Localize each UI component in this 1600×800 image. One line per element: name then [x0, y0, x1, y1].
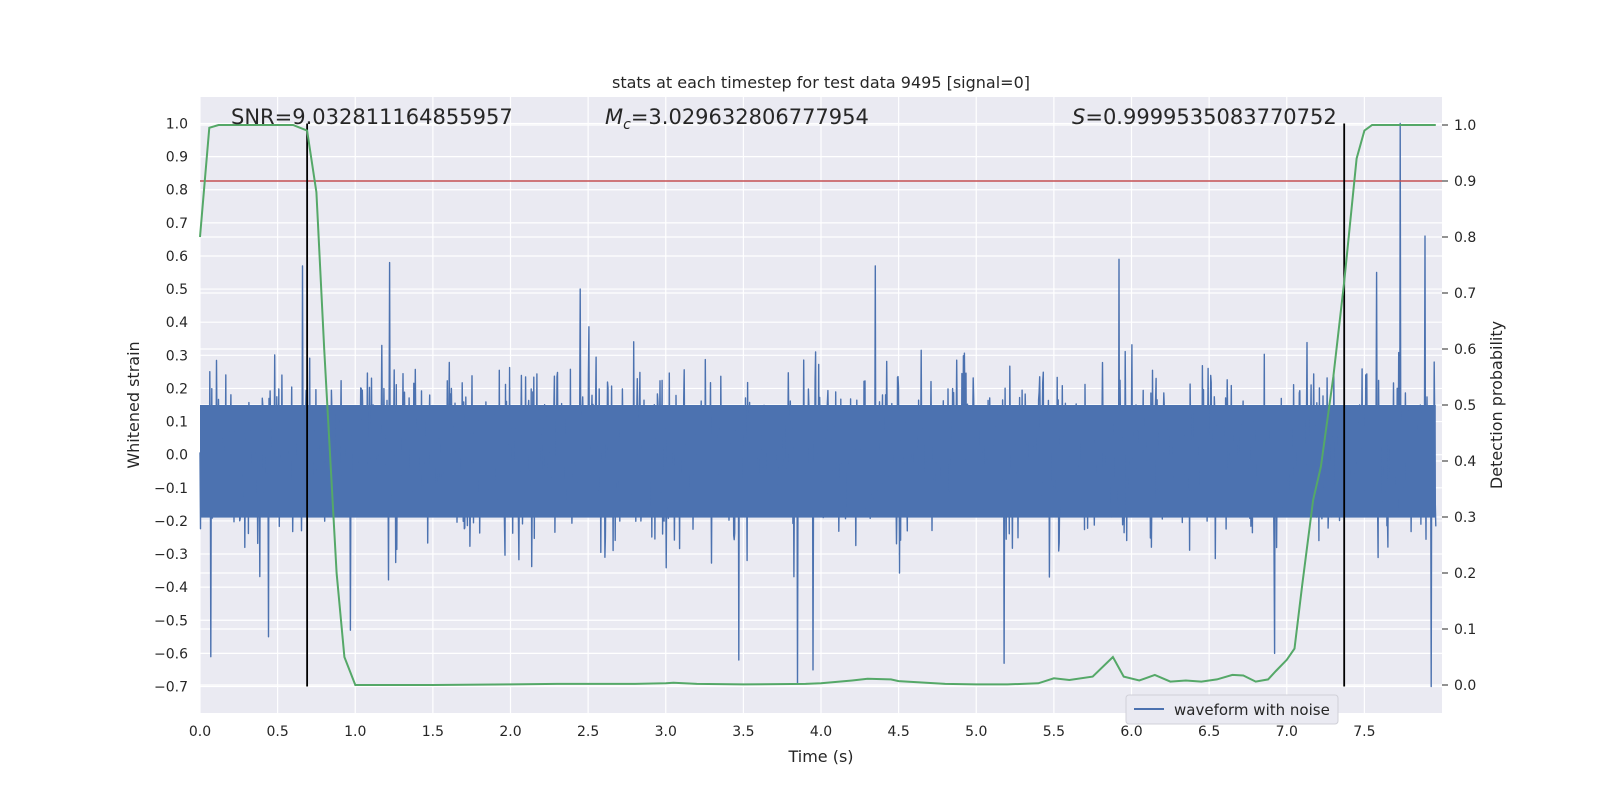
vertical-markers [306, 123, 1346, 687]
x-tick-label: 5.5 [1043, 724, 1065, 740]
x-axis-label: Time (s) [787, 747, 853, 766]
y2-axis-label: Detection probability [1487, 321, 1506, 489]
x-tick-label: 2.5 [577, 724, 599, 740]
y-tick-label: 0.5 [166, 282, 188, 298]
s-annotation: S=0.9999535083770752 [1072, 105, 1337, 129]
y2-tick-label: 1.0 [1454, 118, 1476, 134]
y-tick-label: 0.8 [166, 183, 188, 199]
y2-tick-label: 0.7 [1454, 286, 1476, 302]
y2-tick-label: 0.1 [1454, 622, 1476, 638]
y2-tick-label: 0.3 [1454, 510, 1476, 526]
y-tick-label: −0.4 [154, 580, 188, 596]
y-tick-label: 0.9 [166, 150, 188, 166]
y-tick-label: −0.5 [154, 613, 188, 629]
y-tick-label: 0.0 [166, 448, 188, 464]
x-tick-label: 3.5 [732, 724, 754, 740]
y-tick-label: −0.7 [154, 680, 188, 696]
x-tick-label: 6.5 [1198, 724, 1220, 740]
x-tick-label: 1.5 [422, 724, 444, 740]
probability-line [199, 124, 1436, 686]
x-tick-label: 2.0 [499, 724, 521, 740]
y2-tick-label: 0.0 [1454, 678, 1476, 694]
x-tick-label: 7.5 [1353, 724, 1375, 740]
y-tick-label: −0.6 [154, 646, 188, 662]
y2-tick-label: 0.5 [1454, 398, 1476, 414]
probability-series [199, 124, 1436, 686]
y2-tick-label: 0.6 [1454, 342, 1476, 358]
waveform-line [199, 122, 1437, 688]
x-tick-label: 4.5 [887, 724, 909, 740]
y-tick-label: −0.2 [154, 514, 188, 530]
chart-title: stats at each timestep for test data 949… [612, 73, 1030, 92]
x-tick-label: 6.0 [1120, 724, 1142, 740]
y-tick-label: 0.7 [166, 216, 188, 232]
y2-tick-label: 0.8 [1454, 230, 1476, 246]
x-axis-ticks: 0.0 0.5 1.0 1.5 2.0 2.5 3.0 3.5 4.0 4.5 5.0 5.5 6.0 6… [189, 724, 1376, 740]
y-tick-label: −0.3 [154, 547, 188, 563]
y2-axis-ticks: 1.0 0.9 0.8 0.7 0.6 0.5 0.4 0.3 0.2 0.1 0.0 [1442, 118, 1476, 694]
x-tick-label: 7.0 [1276, 724, 1298, 740]
y2-tick-label: 0.9 [1454, 174, 1476, 190]
x-tick-label: 0.0 [189, 724, 211, 740]
y-tick-label: −0.1 [154, 481, 188, 497]
x-tick-label: 4.0 [810, 724, 832, 740]
y-tick-label: 0.3 [166, 348, 188, 364]
legend-label: waveform with noise [1174, 701, 1330, 719]
legend-box [1125, 694, 1339, 725]
y-tick-label: 1.0 [166, 116, 188, 132]
x-tick-label: 3.0 [655, 724, 677, 740]
x-tick-label: 5.0 [965, 724, 987, 740]
waveform-series [199, 122, 1437, 688]
y-axis-ticks: 1.0 0.9 0.8 0.7 0.6 0.5 0.4 0.3 0.2 0.1 0.0 −0.1 −0.… [154, 116, 188, 695]
x-tick-label: 0.5 [266, 724, 288, 740]
legend: waveform with noise [1125, 694, 1339, 725]
y-axis-label: Whitened strain [124, 341, 143, 468]
y-tick-label: 0.6 [166, 249, 188, 265]
y2-tick-label: 0.4 [1454, 454, 1476, 470]
mc-annotation: Mc=3.029632806777954 [605, 105, 869, 133]
y-tick-label: 0.4 [166, 315, 188, 331]
y2-tick-label: 0.2 [1454, 566, 1476, 582]
snr-annotation: SNR=9.032811164855957 [231, 105, 513, 129]
y-tick-label: 0.2 [166, 381, 188, 397]
x-tick-label: 1.0 [344, 724, 366, 740]
y-tick-label: 0.1 [166, 415, 188, 431]
